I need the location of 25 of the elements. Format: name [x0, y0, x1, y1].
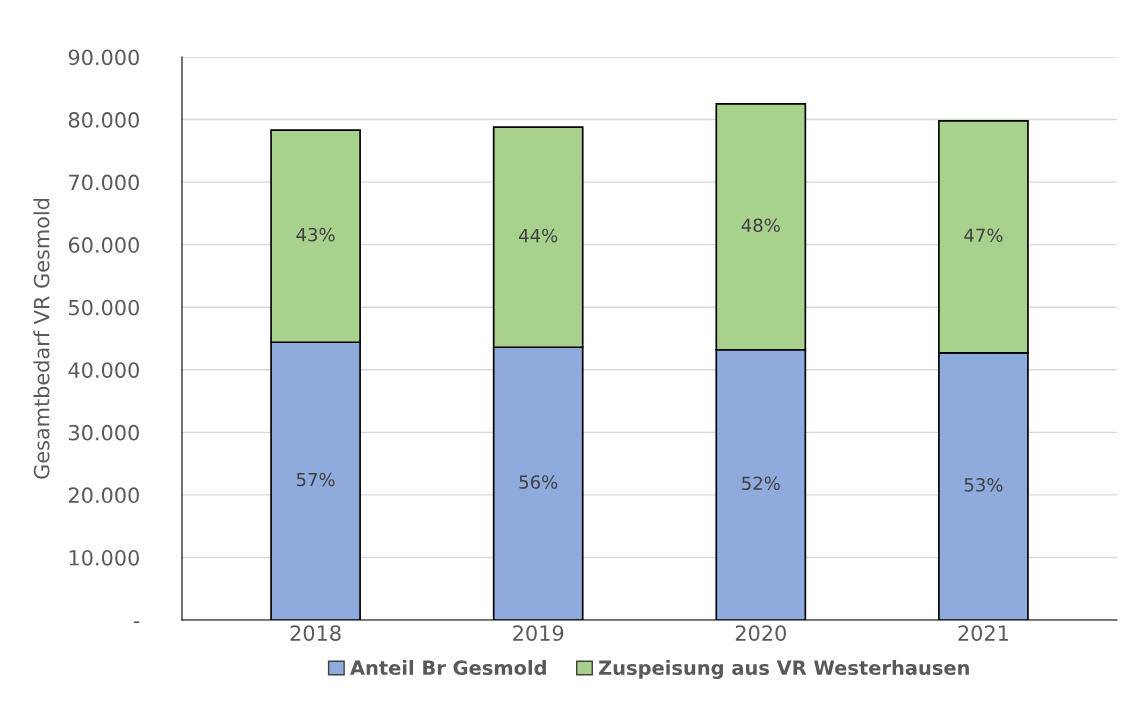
annotation: 48%	[741, 218, 780, 233]
legend-label: Anteil Br Gesmold	[350, 660, 546, 676]
annotation: 44%	[519, 228, 558, 243]
y-tick-label: 40.000	[68, 362, 139, 378]
y-tick-label: 30.000	[69, 424, 139, 441]
y-tick-label: 70.000	[69, 174, 139, 191]
y-tick-label: 20.000	[68, 487, 139, 504]
y-tick-label: -	[133, 621, 140, 624]
annotation: 52%	[742, 476, 780, 491]
annotation: 57%	[296, 472, 335, 487]
x-tick-label: 2019	[513, 625, 564, 641]
x-tick-label: 2021	[958, 625, 1009, 641]
y-tick-label: 90.000	[68, 49, 139, 66]
legend-label: Zuspeisung aus VR Westerhausen	[598, 660, 969, 679]
y-tick-label: 80.000	[68, 112, 139, 128]
x-tick-label: 2020	[735, 625, 786, 641]
annotation: 43%	[296, 227, 335, 242]
y-tick-label: 50.000	[69, 299, 139, 316]
annotation: 47%	[964, 228, 1003, 243]
annotation: 53%	[964, 478, 1003, 492]
annotation: 56%	[519, 475, 558, 489]
y-axis-title: Gesamtbedarf VR Gesmold	[33, 198, 50, 479]
y-tick-label: 10.000	[69, 549, 139, 566]
x-tick-label: 2018	[290, 625, 341, 641]
y-tick-label: 60.000	[68, 237, 139, 253]
